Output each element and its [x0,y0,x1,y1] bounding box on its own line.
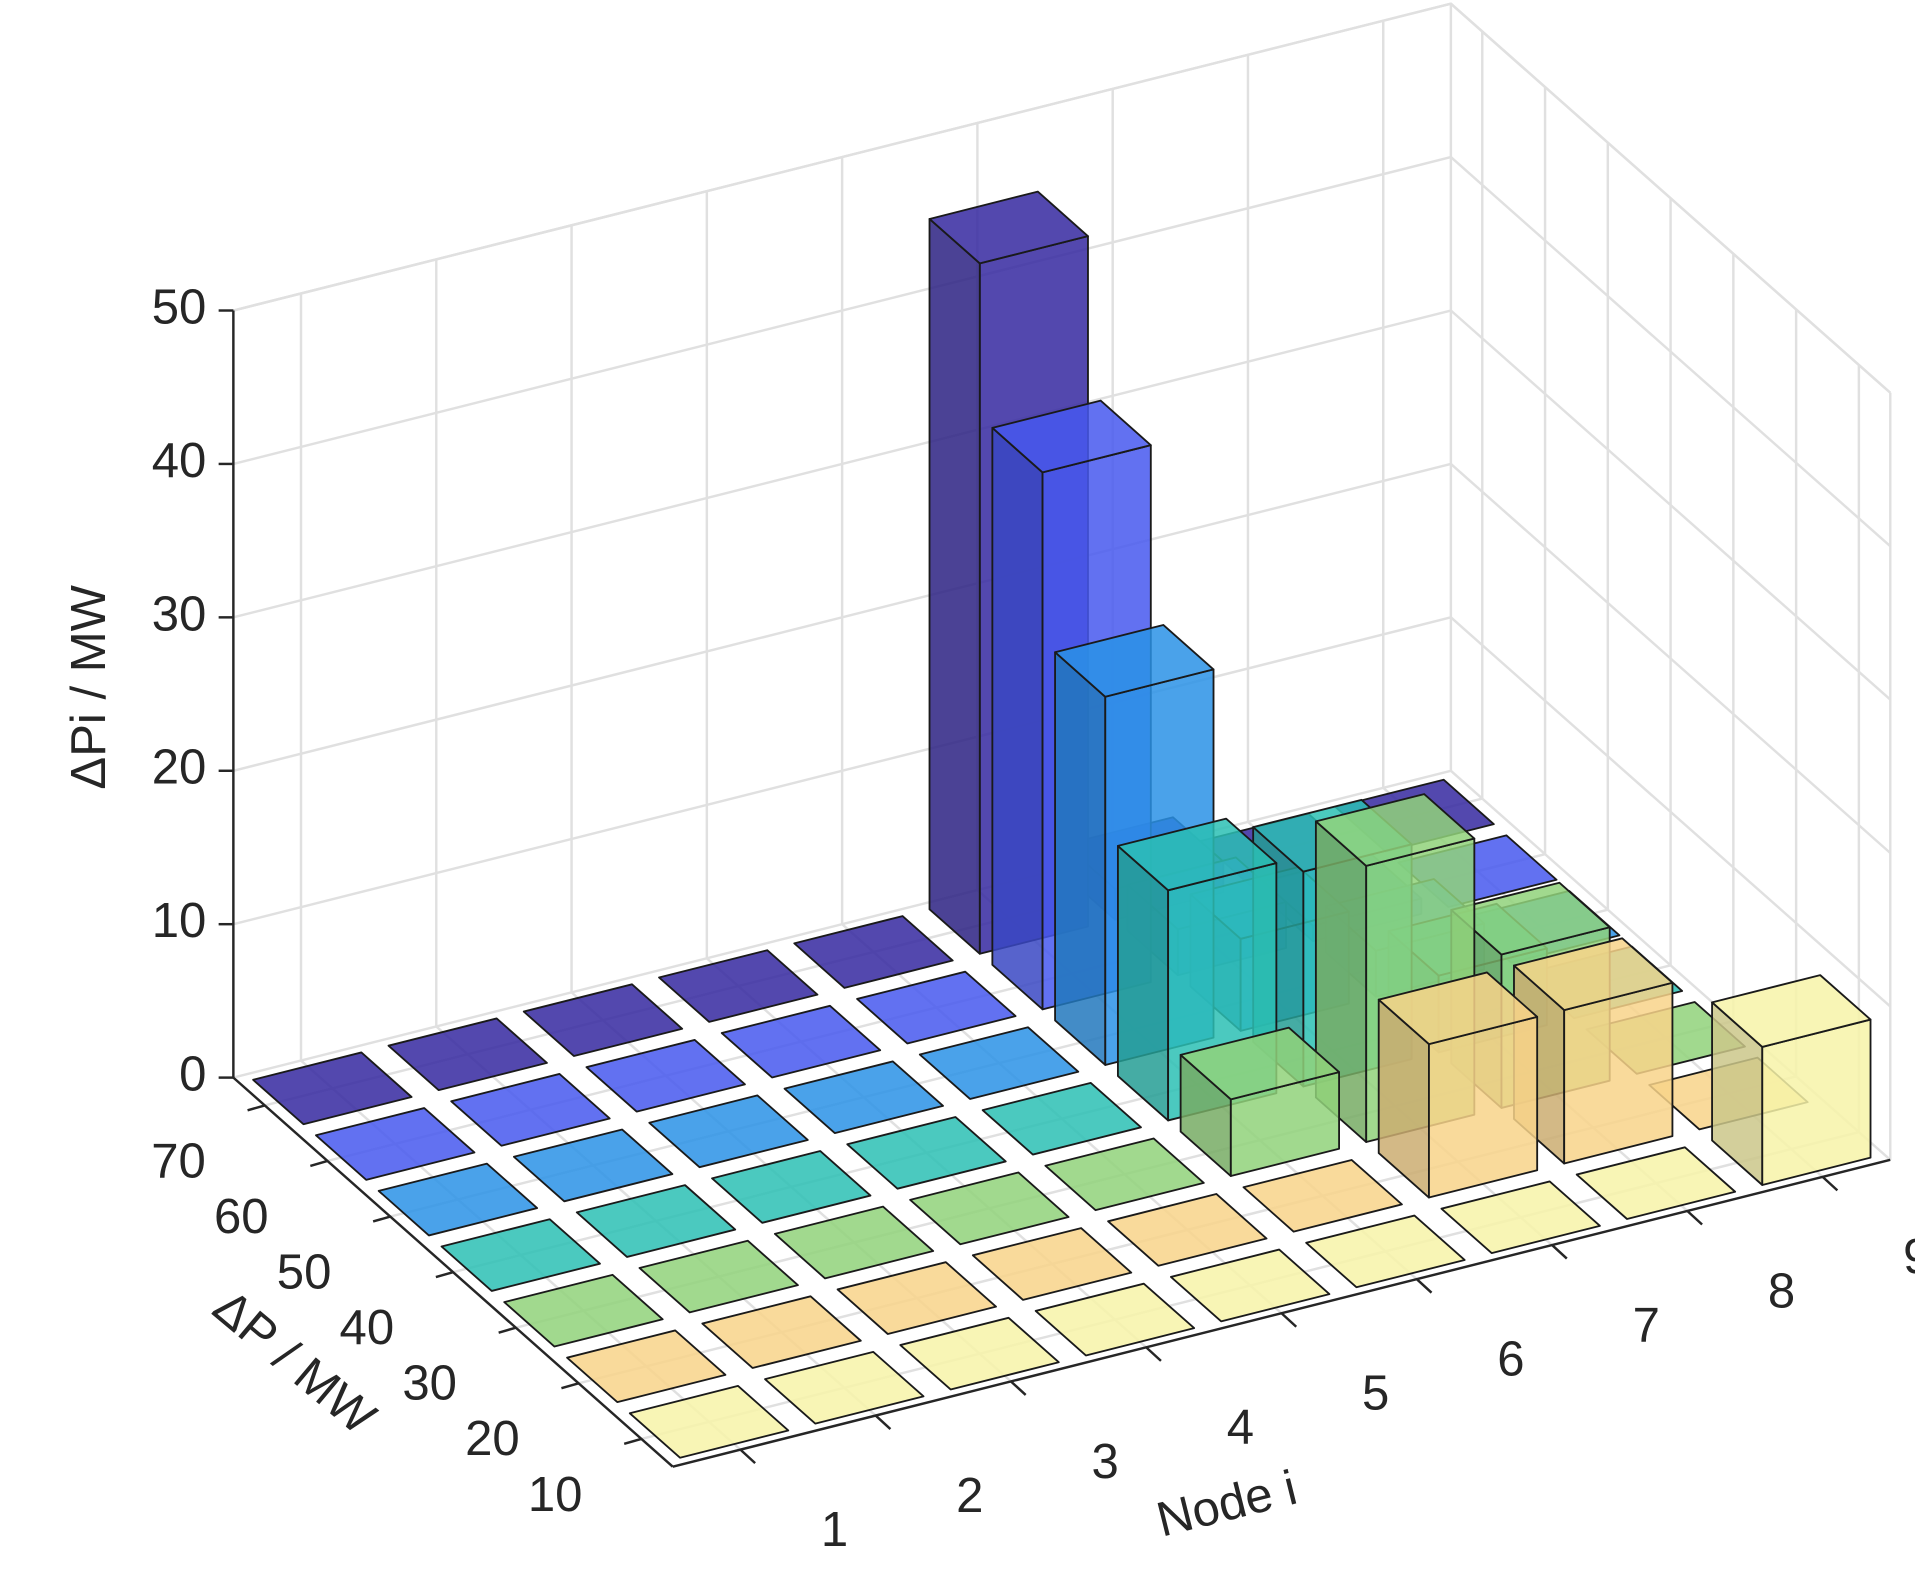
bar-top [1107,1193,1268,1267]
y-tick [247,1104,266,1112]
bar-top [1440,1180,1601,1255]
bar-front [1761,1018,1872,1186]
bar-top [522,983,684,1057]
y-tick [372,1215,391,1223]
x-tick-label: 3 [1091,1435,1118,1489]
bar-top [252,1051,413,1126]
x-tick-label: 1 [821,1503,848,1557]
bar-top [513,1128,674,1203]
bar-top [1314,793,1476,867]
bar-top [575,1184,737,1258]
x-tick-label: 7 [1633,1298,1660,1352]
y-tick-label: 10 [528,1468,583,1522]
bar-top [1034,1282,1196,1357]
bar-top [720,1004,882,1079]
bar-top [1305,1214,1466,1289]
x-tick [1686,1210,1703,1226]
bar-side [1116,844,1170,1122]
x-tick-label: 6 [1497,1333,1524,1387]
bar-top [1054,624,1215,698]
x-tick [874,1414,892,1430]
bar-top [315,1107,476,1181]
x-tick [1551,1244,1568,1260]
bar-top [450,1073,611,1147]
bar-top [764,1350,925,1425]
bar-top [918,1026,1080,1100]
bar-top [1711,974,1872,1048]
x-tick [1415,1278,1433,1294]
bar-top [836,1261,997,1335]
y-tick-label: 60 [214,1190,269,1244]
y-tick [310,1159,328,1168]
z-tick-label: 0 [179,1048,206,1102]
z-tick-label: 40 [152,434,207,488]
z-tick-label: 50 [152,280,207,334]
bar-top [1179,1026,1341,1101]
bar-top [658,949,819,1023]
bar-top [773,1205,935,1280]
bar-top [846,1116,1007,1190]
z-axis-label: ΔPi / MW [62,584,116,789]
x-tick-label: 9 [1903,1230,1915,1284]
y-tick [435,1270,454,1279]
bar-top [1575,1146,1737,1220]
bar-side [928,218,981,955]
y-tick-label: 20 [465,1412,520,1466]
bar-top [585,1039,746,1113]
y-tick [561,1382,579,1390]
bar-top [1513,937,1674,1012]
x-tick-label: 4 [1227,1401,1254,1455]
bar-top [377,1162,539,1237]
x-axis-label: Node i [1151,1461,1302,1548]
bar-top [638,1239,799,1314]
y-tick-label: 40 [340,1301,395,1355]
x-tick [1145,1346,1162,1362]
bar-top [566,1329,727,1404]
bar-top [701,1295,862,1369]
x-tick-label: 2 [956,1469,983,1523]
y-tick-label: 30 [402,1357,457,1411]
x-tick [1821,1175,1839,1192]
y-tick-label: 70 [151,1134,206,1188]
x-tick [1010,1380,1027,1396]
bar-top [440,1218,601,1292]
bar-top [503,1273,664,1348]
bar-top [1044,1137,1205,1212]
bar-top [1242,1159,1403,1233]
bar-top [928,190,1089,265]
x-tick-label: 5 [1362,1367,1389,1421]
x-tick [739,1448,756,1465]
bar-top [387,1017,548,1092]
bar-front [1563,981,1674,1165]
bar-top [909,1171,1070,1246]
bar-top [991,399,1152,474]
bar-top [899,1316,1060,1391]
y-tick [498,1326,517,1334]
bar-top [856,970,1017,1045]
bar-top [711,1150,872,1224]
x-tick-label: 8 [1768,1264,1795,1318]
bar-top [648,1094,809,1169]
x-tick [1280,1312,1298,1328]
z-tick-label: 20 [152,741,207,795]
bar-side [991,426,1044,1011]
y-tick [623,1437,642,1445]
bar-top [981,1081,1142,1156]
bar-top [971,1227,1133,1301]
z-tick-label: 10 [152,894,207,948]
y-tick-label: 50 [277,1245,332,1299]
z-tick-label: 30 [152,587,207,641]
bar-top [793,915,954,989]
bar-top [1377,971,1539,1046]
bar-front [1428,1015,1539,1199]
bar-top [628,1384,790,1459]
bar-side [1054,651,1107,1066]
bar-top [783,1060,944,1135]
bar-top [1170,1248,1331,1323]
bar-top [1116,817,1278,892]
